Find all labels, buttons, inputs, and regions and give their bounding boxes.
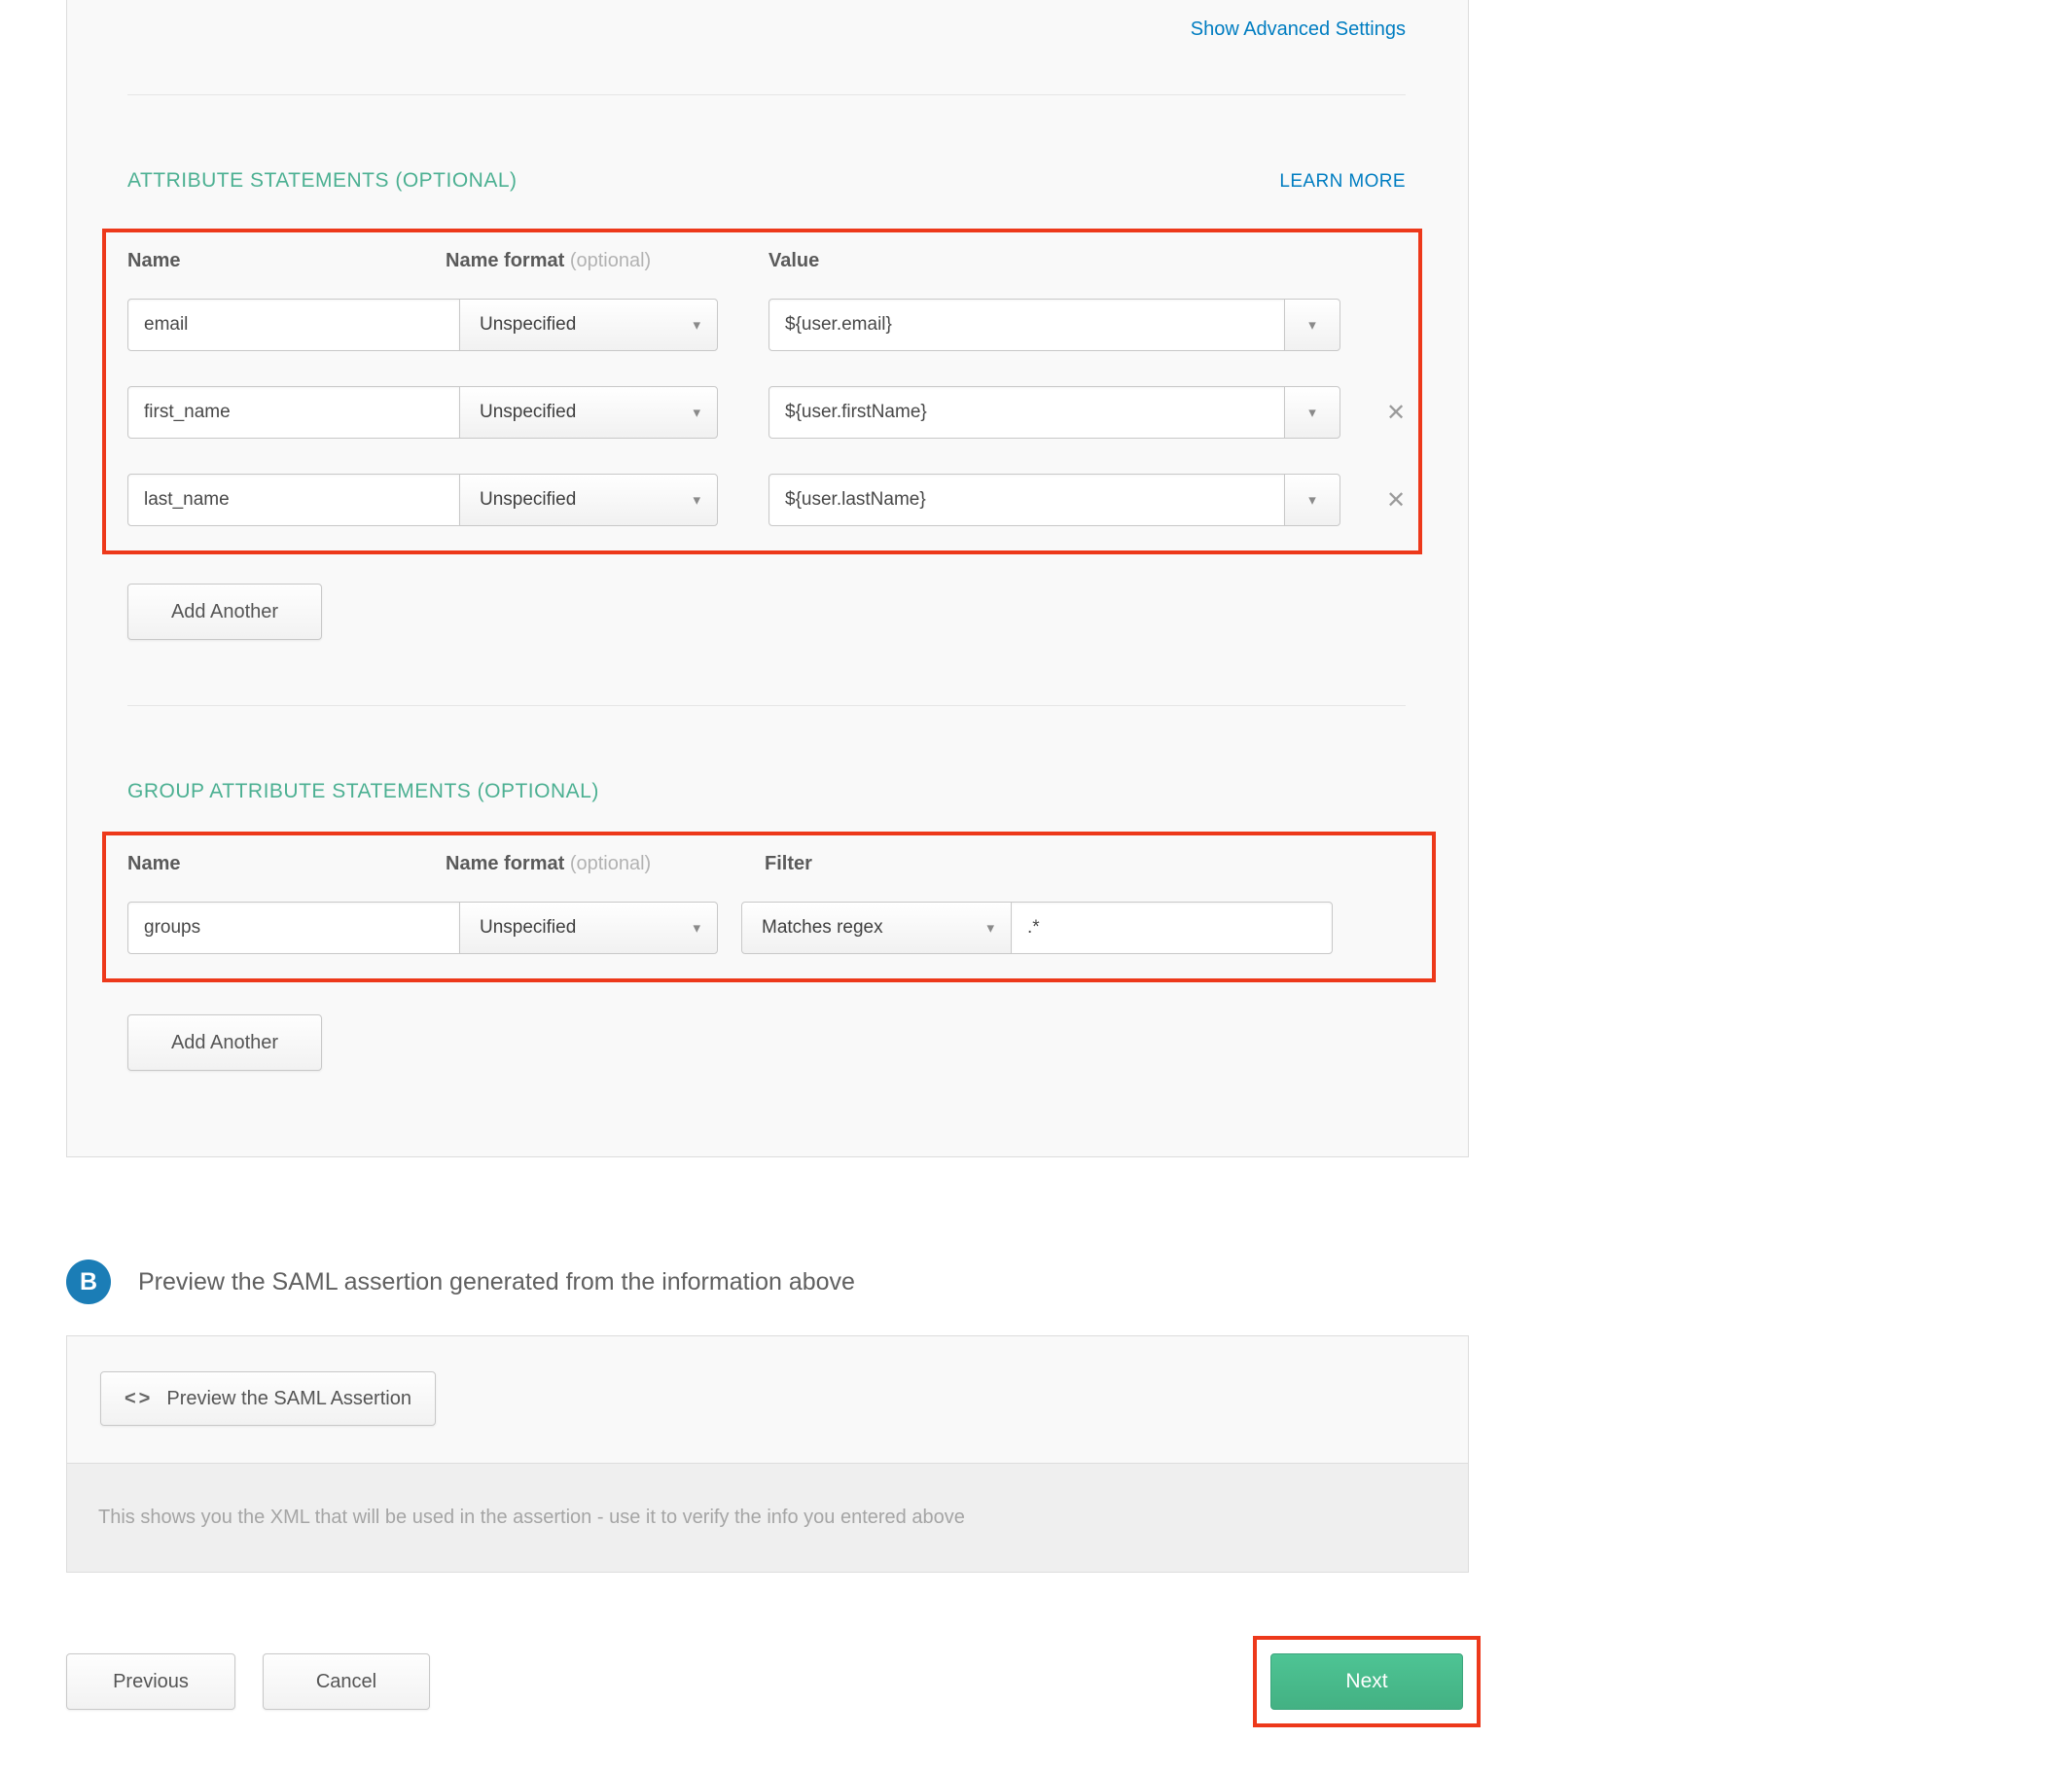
remove-row-icon[interactable]: ✕	[1381, 399, 1411, 428]
step-b-badge: B	[66, 1260, 111, 1304]
name-format-select[interactable]: Unspecified ▾	[459, 474, 718, 526]
step-b-row: B Preview the SAML assertion generated f…	[66, 1260, 855, 1304]
attribute-value-input[interactable]	[768, 386, 1285, 439]
learn-more-link[interactable]: LEARN MORE	[1279, 171, 1406, 192]
column-header-optional: (optional)	[564, 250, 652, 271]
chevron-down-icon: ▾	[1308, 492, 1316, 509]
chevron-down-icon: ▾	[986, 920, 994, 937]
chevron-down-icon: ▾	[693, 405, 700, 421]
column-header-name-format: Name format (optional)	[446, 250, 652, 271]
group-name-input[interactable]	[127, 902, 460, 954]
chevron-down-icon: ▾	[1308, 405, 1316, 421]
group-attribute-row: Unspecified▾ Matches regex▾	[127, 902, 1432, 954]
advanced-settings-row: Show Advanced Settings	[127, 0, 1406, 46]
next-button[interactable]: Next	[1270, 1653, 1463, 1710]
name-format-select[interactable]: Unspecified ▾	[459, 902, 718, 954]
attribute-columns-row: Name Name format (optional) Value	[127, 250, 1418, 277]
attribute-row-last-name: Unspecified▾ ▾ ✕	[127, 474, 1418, 526]
chevron-down-icon: ▾	[693, 492, 700, 509]
filter-type-select[interactable]: Matches regex ▾	[741, 902, 1012, 954]
attribute-statements-title: ATTRIBUTE STATEMENTS (OPTIONAL)	[127, 169, 518, 192]
code-icon: <>	[125, 1387, 154, 1409]
preview-panel-top: <> Preview the SAML Assertion	[67, 1336, 1468, 1463]
divider	[127, 94, 1406, 95]
column-header-name-format: Name format (optional)	[446, 853, 652, 874]
column-header-filter: Filter	[765, 853, 812, 874]
wizard-footer: Previous Cancel Next	[66, 1636, 1481, 1727]
attribute-statements-header: ATTRIBUTE STATEMENTS (OPTIONAL) LEARN MO…	[127, 169, 1406, 193]
attribute-name-input[interactable]	[127, 386, 460, 439]
chevron-down-icon: ▾	[693, 317, 700, 334]
preview-saml-assertion-button[interactable]: <> Preview the SAML Assertion	[100, 1371, 436, 1426]
attribute-row-first-name: Unspecified▾ ▾ ✕	[127, 386, 1418, 439]
value-select-button[interactable]: ▾	[1284, 474, 1340, 526]
attribute-value-input[interactable]	[768, 474, 1285, 526]
preview-panel-help: This shows you the XML that will be used…	[67, 1463, 1468, 1572]
column-header-name: Name	[127, 853, 181, 874]
preview-help-text: This shows you the XML that will be used…	[98, 1507, 965, 1528]
attribute-value-input[interactable]	[768, 299, 1285, 351]
show-advanced-settings-link[interactable]: Show Advanced Settings	[1190, 18, 1406, 40]
value-select-button[interactable]: ▾	[1284, 299, 1340, 351]
group-attribute-statements-header: GROUP ATTRIBUTE STATEMENTS (OPTIONAL)	[127, 780, 1406, 803]
name-format-select[interactable]: Unspecified ▾	[459, 386, 718, 439]
cancel-button[interactable]: Cancel	[263, 1653, 430, 1710]
attribute-statements-annotation-box: Name Name format (optional) Value Unspec…	[102, 229, 1422, 554]
preview-panel: <> Preview the SAML Assertion This shows…	[66, 1335, 1469, 1573]
name-format-select[interactable]: Unspecified ▾	[459, 299, 718, 351]
add-another-group-attribute-button[interactable]: Add Another	[127, 1014, 322, 1071]
divider	[127, 705, 1406, 706]
chevron-down-icon: ▾	[1308, 317, 1316, 334]
add-another-attribute-button[interactable]: Add Another	[127, 584, 322, 640]
column-header-optional: (optional)	[564, 853, 652, 874]
column-header-value: Value	[768, 250, 820, 271]
chevron-down-icon: ▾	[693, 920, 700, 937]
attribute-name-input[interactable]	[127, 299, 460, 351]
next-button-annotation-box: Next	[1253, 1636, 1481, 1727]
saml-settings-panel: Show Advanced Settings ATTRIBUTE STATEME…	[66, 0, 1469, 1157]
group-attribute-statements-title: GROUP ATTRIBUTE STATEMENTS (OPTIONAL)	[127, 780, 599, 802]
group-attribute-annotation-box: Name Name format (optional) Filter Unspe…	[102, 832, 1436, 982]
remove-row-icon[interactable]: ✕	[1381, 486, 1411, 515]
step-b-heading: Preview the SAML assertion generated fro…	[138, 1267, 855, 1295]
value-select-button[interactable]: ▾	[1284, 386, 1340, 439]
previous-button[interactable]: Previous	[66, 1653, 235, 1710]
preview-button-label: Preview the SAML Assertion	[166, 1387, 411, 1409]
group-columns-row: Name Name format (optional) Filter	[127, 853, 1432, 880]
attribute-name-input[interactable]	[127, 474, 460, 526]
column-header-name: Name	[127, 250, 181, 271]
attribute-row-email: Unspecified▾ ▾	[127, 299, 1418, 351]
filter-value-input[interactable]	[1011, 902, 1333, 954]
